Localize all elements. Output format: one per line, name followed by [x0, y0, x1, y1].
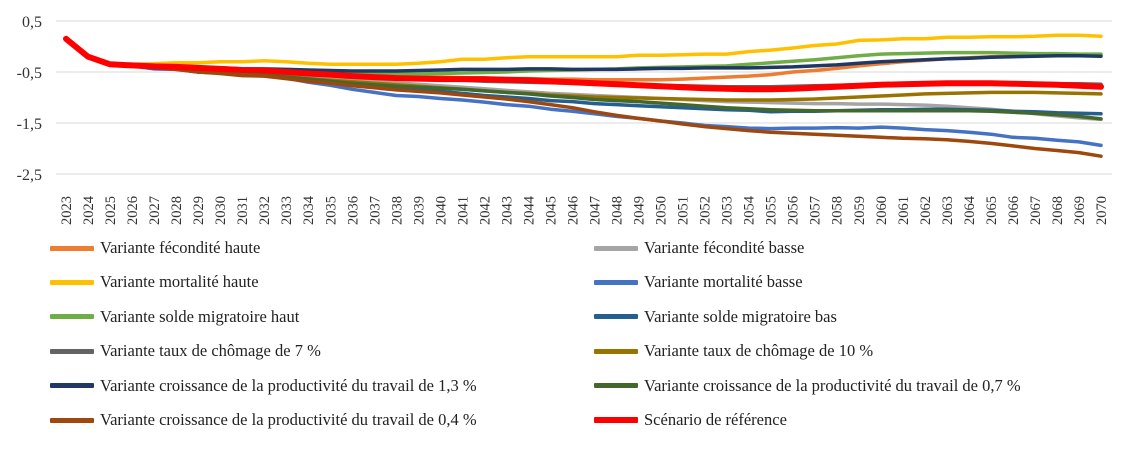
x-tick-label: 2037 — [367, 196, 383, 225]
x-tick-label: 2036 — [345, 196, 361, 225]
x-tick-label: 2039 — [411, 196, 427, 225]
series-line-5 — [64, 37, 1103, 116]
x-tick-label: 2030 — [213, 196, 229, 225]
x-tick-label: 2063 — [940, 196, 956, 225]
x-tick-label: 2061 — [896, 196, 912, 225]
x-tick-label: 2052 — [698, 196, 714, 225]
x-tick-label: 2062 — [918, 196, 934, 225]
x-tick-label: 2068 — [1050, 196, 1066, 225]
x-tick-label: 2070 — [1094, 196, 1110, 225]
series-line-11 — [63, 35, 1104, 93]
x-tick-label: 2023 — [59, 196, 75, 225]
x-tick-label: 2047 — [588, 196, 604, 225]
x-tick-label: 2060 — [874, 196, 890, 225]
x-tick-label: 2054 — [742, 195, 758, 225]
x-tick-label: 2045 — [543, 196, 559, 225]
y-axis-tick-labels: 0,5 -0,5 -1,5 -2,5 — [17, 14, 42, 184]
series-line-2 — [64, 33, 1103, 67]
y-tick-label: -1,5 — [17, 116, 42, 133]
x-tick-label: 2046 — [565, 196, 581, 225]
y-tick-label: -2,5 — [17, 167, 42, 184]
series-lines — [63, 33, 1104, 158]
x-tick-label: 2040 — [433, 196, 449, 225]
x-tick-label: 2034 — [301, 195, 317, 225]
x-tick-label: 2029 — [191, 196, 207, 225]
x-tick-label: 2025 — [103, 196, 119, 225]
x-tick-label: 2033 — [279, 196, 295, 225]
x-tick-label: 2031 — [235, 196, 251, 225]
x-tick-label: 2064 — [962, 195, 978, 225]
x-tick-label: 2038 — [389, 196, 405, 225]
x-tick-label: 2050 — [654, 196, 670, 225]
x-tick-label: 2028 — [169, 196, 185, 225]
x-tick-label: 2026 — [125, 196, 141, 225]
x-tick-label: 2066 — [1006, 196, 1022, 225]
y-tick-label: -0,5 — [17, 65, 42, 82]
x-tick-label: 2049 — [632, 196, 648, 225]
x-tick-label: 2043 — [499, 196, 515, 225]
x-tick-label: 2053 — [720, 196, 736, 225]
x-tick-label: 2069 — [1072, 196, 1088, 225]
x-tick-label: 2035 — [323, 196, 339, 225]
x-tick-label: 2042 — [477, 196, 493, 225]
x-tick-label: 2055 — [764, 196, 780, 225]
x-tick-label: 2024 — [81, 195, 97, 225]
x-tick-label: 2041 — [455, 196, 471, 225]
x-tick-label: 2059 — [852, 196, 868, 225]
y-tick-label: 0,5 — [22, 14, 42, 31]
x-tick-label: 2067 — [1028, 196, 1044, 225]
x-axis-tick-labels: 2023 2024 2025 2026 2027 2028 2029 2030 2031 2032… — [59, 195, 1110, 225]
x-tick-label: 2058 — [830, 196, 846, 225]
x-tick-label: 2048 — [610, 196, 626, 225]
x-tick-label: 2027 — [147, 196, 163, 225]
x-tick-label: 2057 — [808, 196, 824, 225]
series-line-10 — [64, 37, 1103, 158]
x-tick-label: 2044 — [521, 195, 537, 225]
x-tick-label: 2065 — [984, 196, 1000, 225]
x-tick-label: 2056 — [786, 196, 802, 225]
x-tick-label: 2032 — [257, 196, 273, 225]
x-tick-label: 2051 — [676, 196, 692, 225]
